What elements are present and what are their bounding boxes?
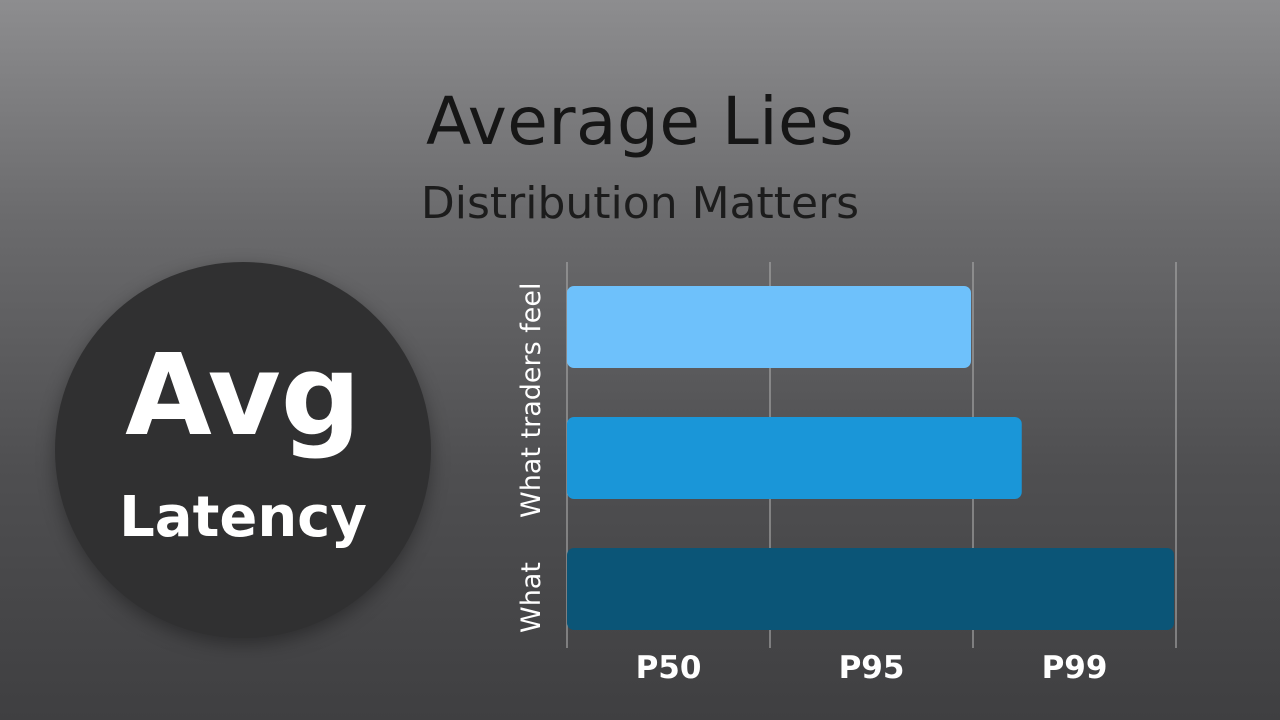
page-subtitle: Distribution Matters <box>420 178 860 229</box>
y-label-what: What <box>516 562 547 633</box>
bars <box>567 286 1174 630</box>
y-label-what-traders-feel: What traders feel <box>516 283 547 519</box>
bar-2 <box>567 417 1022 499</box>
x-tick-p50: P50 <box>636 650 702 686</box>
bar-3 <box>567 548 1174 630</box>
x-tick-labels: P50 P95 P99 <box>636 650 1108 686</box>
latency-label: Latency <box>119 485 367 550</box>
bar-1 <box>567 286 971 368</box>
avg-latency-badge: Avg Latency <box>55 262 431 638</box>
page-title: Average Lies <box>425 83 855 160</box>
x-tick-p95: P95 <box>839 650 905 686</box>
avg-label: Avg <box>125 331 361 461</box>
x-tick-p99: P99 <box>1042 650 1108 686</box>
